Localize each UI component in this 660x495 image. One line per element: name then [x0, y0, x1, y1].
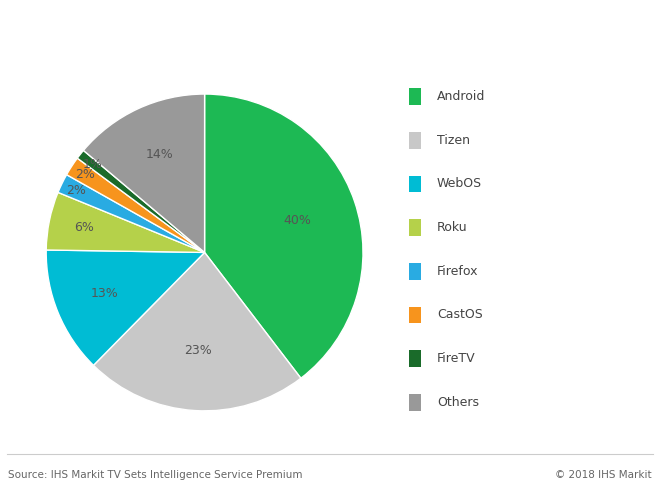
Wedge shape: [77, 150, 205, 252]
Text: 13%: 13%: [91, 287, 119, 300]
FancyBboxPatch shape: [409, 88, 421, 105]
FancyBboxPatch shape: [409, 132, 421, 148]
Text: 6%: 6%: [74, 221, 94, 234]
Wedge shape: [58, 175, 205, 252]
Wedge shape: [46, 250, 205, 365]
Text: 40%: 40%: [284, 214, 312, 227]
Text: Tizen: Tizen: [437, 134, 470, 147]
Wedge shape: [83, 94, 205, 252]
Text: Firefox: Firefox: [437, 265, 478, 278]
Text: CastOS: CastOS: [437, 308, 482, 321]
Text: WebOS: WebOS: [437, 177, 482, 191]
Text: 2018 Smart TV Operating System Share: 2018 Smart TV Operating System Share: [8, 19, 430, 38]
Text: Source: IHS Markit TV Sets Intelligence Service Premium: Source: IHS Markit TV Sets Intelligence …: [8, 470, 302, 480]
Wedge shape: [67, 158, 205, 252]
Text: 1%: 1%: [82, 157, 103, 171]
Text: Android: Android: [437, 90, 485, 103]
Wedge shape: [94, 252, 301, 411]
Text: 23%: 23%: [185, 344, 213, 357]
FancyBboxPatch shape: [409, 219, 421, 236]
FancyBboxPatch shape: [409, 306, 421, 323]
Text: Roku: Roku: [437, 221, 467, 234]
Text: 2%: 2%: [67, 184, 86, 197]
Text: 14%: 14%: [145, 148, 173, 161]
Text: Others: Others: [437, 396, 479, 409]
Wedge shape: [205, 94, 363, 378]
FancyBboxPatch shape: [409, 394, 421, 411]
Text: © 2018 IHS Markit: © 2018 IHS Markit: [556, 470, 652, 480]
FancyBboxPatch shape: [409, 176, 421, 192]
FancyBboxPatch shape: [409, 350, 421, 367]
Text: FireTV: FireTV: [437, 352, 476, 365]
FancyBboxPatch shape: [409, 263, 421, 280]
Text: 2%: 2%: [75, 168, 95, 181]
Wedge shape: [46, 193, 205, 252]
